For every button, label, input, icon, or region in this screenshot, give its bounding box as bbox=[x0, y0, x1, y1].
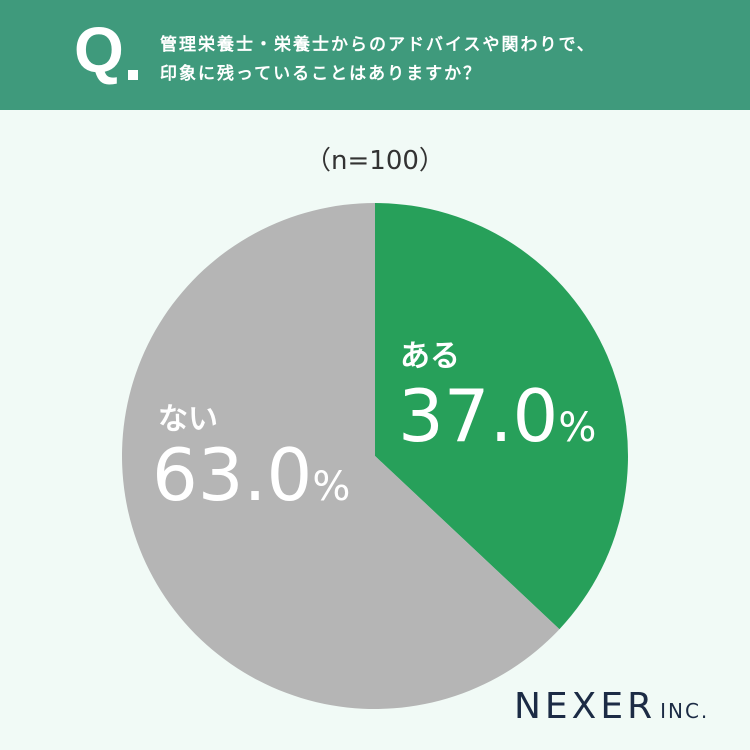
slice-value-aru-unit: % bbox=[558, 405, 596, 451]
slice-label-nai: ない bbox=[158, 402, 218, 437]
nexer-logo: NEXER INC. bbox=[514, 686, 709, 727]
q-mark: Q bbox=[74, 14, 124, 86]
question-text-line2: 印象に残っていることはありますか？ bbox=[160, 64, 483, 84]
pie-slice-aru bbox=[375, 203, 629, 630]
logo-suffix: INC. bbox=[660, 699, 710, 723]
slice-value-nai: 63.0% bbox=[152, 433, 350, 517]
logo-main: NEXER bbox=[514, 686, 657, 727]
slice-value-aru-number: 37.0 bbox=[398, 374, 558, 458]
slice-value-aru: 37.0% bbox=[398, 374, 596, 458]
question-header: Q 管理栄養士・栄養士からのアドバイスや関わりで、 印象に残っていることはありま… bbox=[0, 0, 750, 110]
slice-value-nai-unit: % bbox=[312, 464, 350, 510]
question-text-line1: 管理栄養士・栄養士からのアドバイスや関わりで、 bbox=[160, 35, 596, 55]
slice-label-aru: ある bbox=[400, 339, 460, 374]
q-dot bbox=[128, 70, 138, 80]
sample-size: （n=100） bbox=[305, 146, 445, 176]
slice-value-nai-number: 63.0 bbox=[152, 433, 312, 517]
pie-slice-nai bbox=[122, 203, 560, 709]
